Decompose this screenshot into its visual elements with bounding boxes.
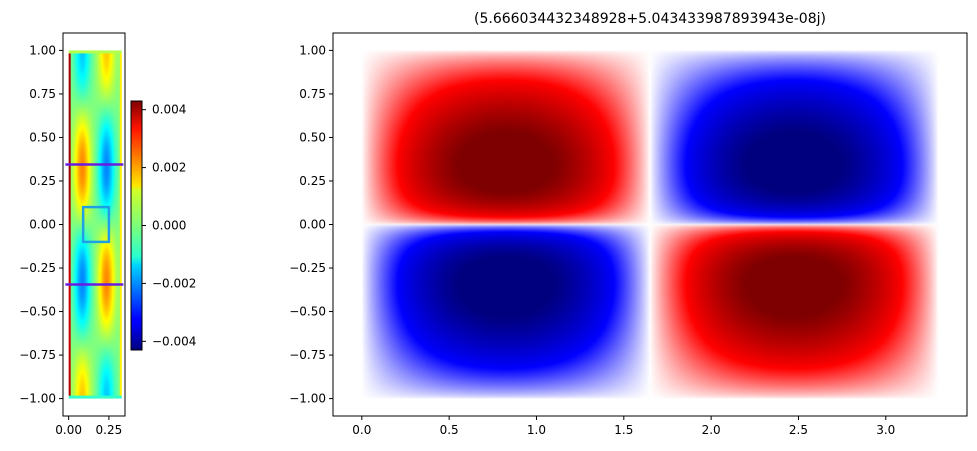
- left-ytick-label-4: 0.00: [29, 218, 56, 232]
- right-xtick-label-2: 1.0: [527, 423, 546, 437]
- right-ytick-label-6: −0.50: [289, 305, 326, 319]
- colorbar-tick-label-2: 0.000: [152, 219, 186, 233]
- right-ytick-label-5: −0.25: [289, 261, 326, 275]
- right-xtick-label-4: 2.0: [702, 423, 721, 437]
- left-ytick-label-8: −1.00: [19, 392, 56, 406]
- left-ytick-label-7: −0.75: [19, 348, 56, 362]
- right-xtick-label-1: 0.5: [440, 423, 459, 437]
- right-ytick-label-8: −1.00: [289, 392, 326, 406]
- left-overlay: [65, 163, 124, 286]
- left-ytick-label-3: 0.25: [29, 174, 56, 188]
- left-axes: 1.00 0.75 0.50 0.25 0.00 −0.25 −0.50 −0.75 −1.00…: [19, 32, 126, 437]
- left-ytick-label-2: 0.50: [29, 130, 56, 144]
- colorbar-tick-label-4: −0.004: [152, 334, 196, 348]
- right-ticks: 1.00 0.75 0.50 0.25 0.00 −0.25 −0.50 −0.75 −1.00…: [289, 43, 895, 437]
- right-field-image: [361, 50, 939, 399]
- right-ytick-label-7: −0.75: [289, 348, 326, 362]
- right-title: (5.666034432348928+5.043433987893943e-08…: [474, 11, 826, 27]
- left-ticks: 1.00 0.75 0.50 0.25 0.00 −0.25 −0.50 −0.75 −1.00…: [19, 43, 122, 437]
- right-ytick-label-4: 0.00: [299, 218, 326, 232]
- left-ytick-label-0: 1.00: [29, 43, 56, 57]
- right-ytick-label-2: 0.50: [299, 130, 326, 144]
- colorbar-tick-label-1: 0.002: [152, 161, 186, 175]
- colorbar-tick-label-0: 0.004: [152, 103, 186, 117]
- left-xtick-label-0: 0.00: [55, 423, 82, 437]
- left-ytick-label-5: −0.25: [19, 261, 56, 275]
- colorbar: 0.004 0.002 0.000 −0.002 −0.004: [130, 100, 196, 351]
- right-axes: 1.00 0.75 0.50 0.25 0.00 −0.25 −0.50 −0.75 −1.00…: [289, 11, 968, 437]
- right-ytick-label-1: 0.75: [299, 87, 326, 101]
- left-field-image: [68, 50, 122, 399]
- colorbar-gradient: [130, 100, 143, 351]
- colorbar-tick-label-3: −0.002: [152, 276, 196, 290]
- overlay-box: [81, 205, 111, 244]
- right-xtick-label-6: 3.0: [876, 423, 895, 437]
- right-xtick-label-0: 0.0: [352, 423, 371, 437]
- colorbar-ticks: 0.004 0.002 0.000 −0.002 −0.004: [142, 103, 196, 348]
- left-ytick-label-6: −0.50: [19, 305, 56, 319]
- left-ytick-label-1: 0.75: [29, 87, 56, 101]
- right-ytick-label-0: 1.00: [299, 43, 326, 57]
- right-xtick-label-3: 1.5: [614, 423, 633, 437]
- right-ytick-label-3: 0.25: [299, 174, 326, 188]
- right-xtick-label-5: 2.5: [789, 423, 808, 437]
- left-xtick-label-1: 0.25: [96, 423, 123, 437]
